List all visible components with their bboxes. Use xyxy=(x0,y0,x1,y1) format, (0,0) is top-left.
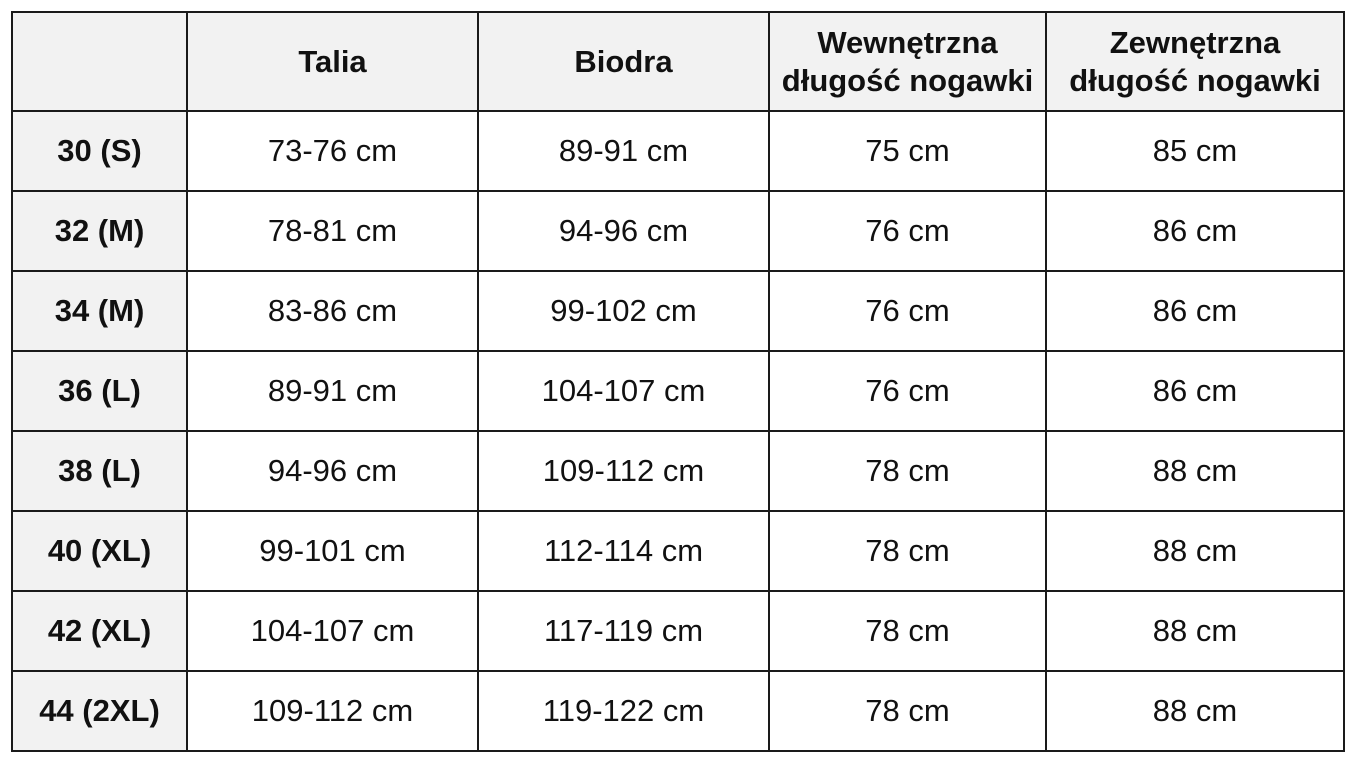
inner-leg-cell: 76 cm xyxy=(768,190,1047,272)
header-outer-leg-length: Zewnętrzna długość nogawki xyxy=(1045,11,1345,112)
outer-leg-cell: 88 cm xyxy=(1045,430,1345,512)
biodra-cell: 89-91 cm xyxy=(477,110,770,192)
inner-leg-cell: 76 cm xyxy=(768,270,1047,352)
biodra-cell: 117-119 cm xyxy=(477,590,770,672)
talia-cell: 78-81 cm xyxy=(186,190,479,272)
outer-leg-cell: 88 cm xyxy=(1045,670,1345,752)
size-chart-table: Talia Biodra Wewnętrzna długość nogawki … xyxy=(11,11,1345,752)
biodra-cell: 94-96 cm xyxy=(477,190,770,272)
inner-leg-cell: 75 cm xyxy=(768,110,1047,192)
biodra-cell: 99-102 cm xyxy=(477,270,770,352)
biodra-cell: 112-114 cm xyxy=(477,510,770,592)
outer-leg-cell: 86 cm xyxy=(1045,190,1345,272)
header-biodra: Biodra xyxy=(477,11,770,112)
size-cell: 44 (2XL) xyxy=(11,670,188,752)
inner-leg-cell: 78 cm xyxy=(768,510,1047,592)
table-row: 32 (M) 78-81 cm 94-96 cm 76 cm 86 cm xyxy=(11,190,1345,272)
header-inner-leg-line2: długość nogawki xyxy=(781,62,1034,98)
biodra-cell: 109-112 cm xyxy=(477,430,770,512)
size-cell: 42 (XL) xyxy=(11,590,188,672)
inner-leg-cell: 76 cm xyxy=(768,350,1047,432)
biodra-cell: 104-107 cm xyxy=(477,350,770,432)
header-biodra-label: Biodra xyxy=(574,43,673,79)
table-row: 34 (M) 83-86 cm 99-102 cm 76 cm 86 cm xyxy=(11,270,1345,352)
talia-cell: 104-107 cm xyxy=(186,590,479,672)
table-row: 40 (XL) 99-101 cm 112-114 cm 78 cm 88 cm xyxy=(11,510,1345,592)
outer-leg-cell: 86 cm xyxy=(1045,270,1345,352)
header-corner-cell xyxy=(11,11,188,112)
size-cell: 32 (M) xyxy=(11,190,188,272)
inner-leg-cell: 78 cm xyxy=(768,430,1047,512)
outer-leg-cell: 88 cm xyxy=(1045,510,1345,592)
talia-cell: 73-76 cm xyxy=(186,110,479,192)
header-talia: Talia xyxy=(186,11,479,112)
header-outer-leg-line1: Zewnętrzna xyxy=(1109,24,1281,60)
outer-leg-cell: 86 cm xyxy=(1045,350,1345,432)
inner-leg-cell: 78 cm xyxy=(768,590,1047,672)
size-cell: 40 (XL) xyxy=(11,510,188,592)
outer-leg-cell: 85 cm xyxy=(1045,110,1345,192)
header-outer-leg-line2: długość nogawki xyxy=(1069,62,1321,98)
table-row: 36 (L) 89-91 cm 104-107 cm 76 cm 86 cm xyxy=(11,350,1345,432)
talia-cell: 89-91 cm xyxy=(186,350,479,432)
table-row: 42 (XL) 104-107 cm 117-119 cm 78 cm 88 c… xyxy=(11,590,1345,672)
biodra-cell: 119-122 cm xyxy=(477,670,770,752)
header-talia-label: Talia xyxy=(298,43,367,79)
size-cell: 30 (S) xyxy=(11,110,188,192)
table-row: 38 (L) 94-96 cm 109-112 cm 78 cm 88 cm xyxy=(11,430,1345,512)
size-cell: 38 (L) xyxy=(11,430,188,512)
talia-cell: 99-101 cm xyxy=(186,510,479,592)
table-row: 44 (2XL) 109-112 cm 119-122 cm 78 cm 88 … xyxy=(11,670,1345,752)
inner-leg-cell: 78 cm xyxy=(768,670,1047,752)
table-row: 30 (S) 73-76 cm 89-91 cm 75 cm 85 cm xyxy=(11,110,1345,192)
size-cell: 34 (M) xyxy=(11,270,188,352)
outer-leg-cell: 88 cm xyxy=(1045,590,1345,672)
talia-cell: 83-86 cm xyxy=(186,270,479,352)
header-row: Talia Biodra Wewnętrzna długość nogawki … xyxy=(11,11,1345,112)
header-inner-leg-line1: Wewnętrzna xyxy=(817,24,998,60)
talia-cell: 109-112 cm xyxy=(186,670,479,752)
header-inner-leg-length: Wewnętrzna długość nogawki xyxy=(768,11,1047,112)
talia-cell: 94-96 cm xyxy=(186,430,479,512)
size-cell: 36 (L) xyxy=(11,350,188,432)
